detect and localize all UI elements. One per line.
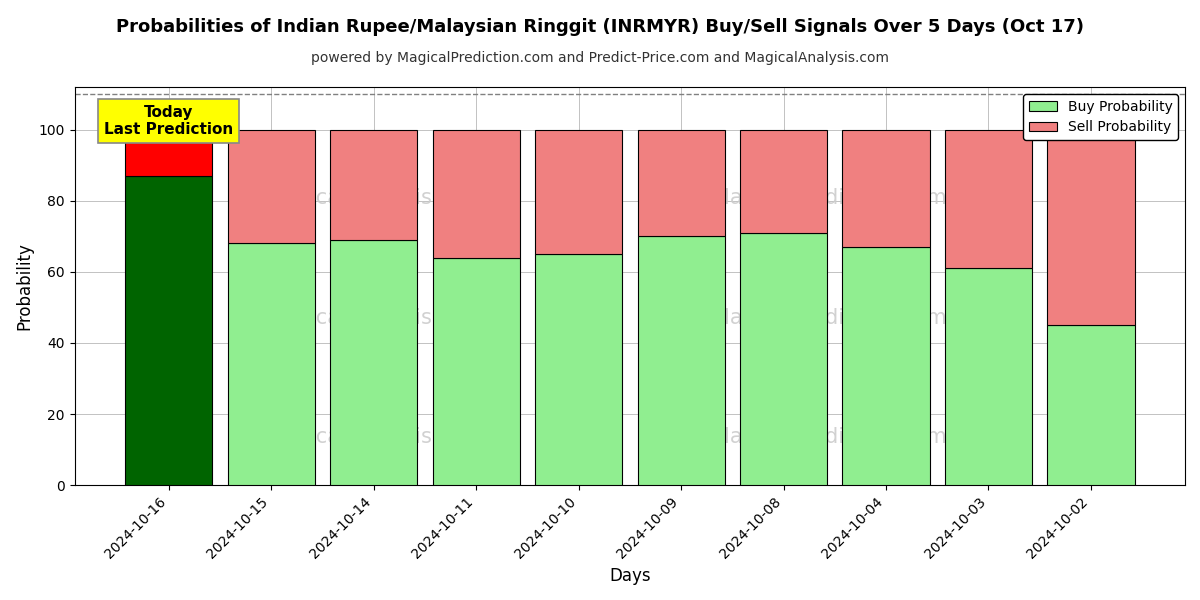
- Bar: [842, 130, 930, 247]
- Text: powered by MagicalPrediction.com and Predict-Price.com and MagicalAnalysis.com: powered by MagicalPrediction.com and Pre…: [311, 51, 889, 65]
- Bar: [1048, 325, 1134, 485]
- Text: Today
Last Prediction: Today Last Prediction: [104, 105, 233, 137]
- X-axis label: Days: Days: [610, 567, 650, 585]
- Bar: [535, 130, 622, 254]
- Bar: [944, 268, 1032, 485]
- Bar: [432, 130, 520, 257]
- Text: MagicalPrediction.com: MagicalPrediction.com: [713, 308, 947, 328]
- Text: MagicalAnalysis.com: MagicalAnalysis.com: [266, 308, 482, 328]
- Bar: [842, 247, 930, 485]
- Text: MagicalAnalysis.com: MagicalAnalysis.com: [266, 188, 482, 208]
- Bar: [330, 240, 418, 485]
- Bar: [637, 236, 725, 485]
- Text: Probabilities of Indian Rupee/Malaysian Ringgit (INRMYR) Buy/Sell Signals Over 5: Probabilities of Indian Rupee/Malaysian …: [116, 18, 1084, 36]
- Bar: [944, 130, 1032, 268]
- Bar: [125, 176, 212, 485]
- Bar: [125, 130, 212, 176]
- Bar: [228, 130, 314, 244]
- Bar: [740, 233, 827, 485]
- Text: MagicalPrediction.com: MagicalPrediction.com: [713, 188, 947, 208]
- Text: MagicalAnalysis.com: MagicalAnalysis.com: [266, 427, 482, 448]
- Y-axis label: Probability: Probability: [16, 242, 34, 330]
- Bar: [535, 254, 622, 485]
- Bar: [637, 130, 725, 236]
- Bar: [330, 130, 418, 240]
- Text: MagicalPrediction.com: MagicalPrediction.com: [713, 427, 947, 448]
- Bar: [740, 130, 827, 233]
- Legend: Buy Probability, Sell Probability: Buy Probability, Sell Probability: [1024, 94, 1178, 140]
- Bar: [1048, 130, 1134, 325]
- Bar: [228, 244, 314, 485]
- Bar: [432, 257, 520, 485]
